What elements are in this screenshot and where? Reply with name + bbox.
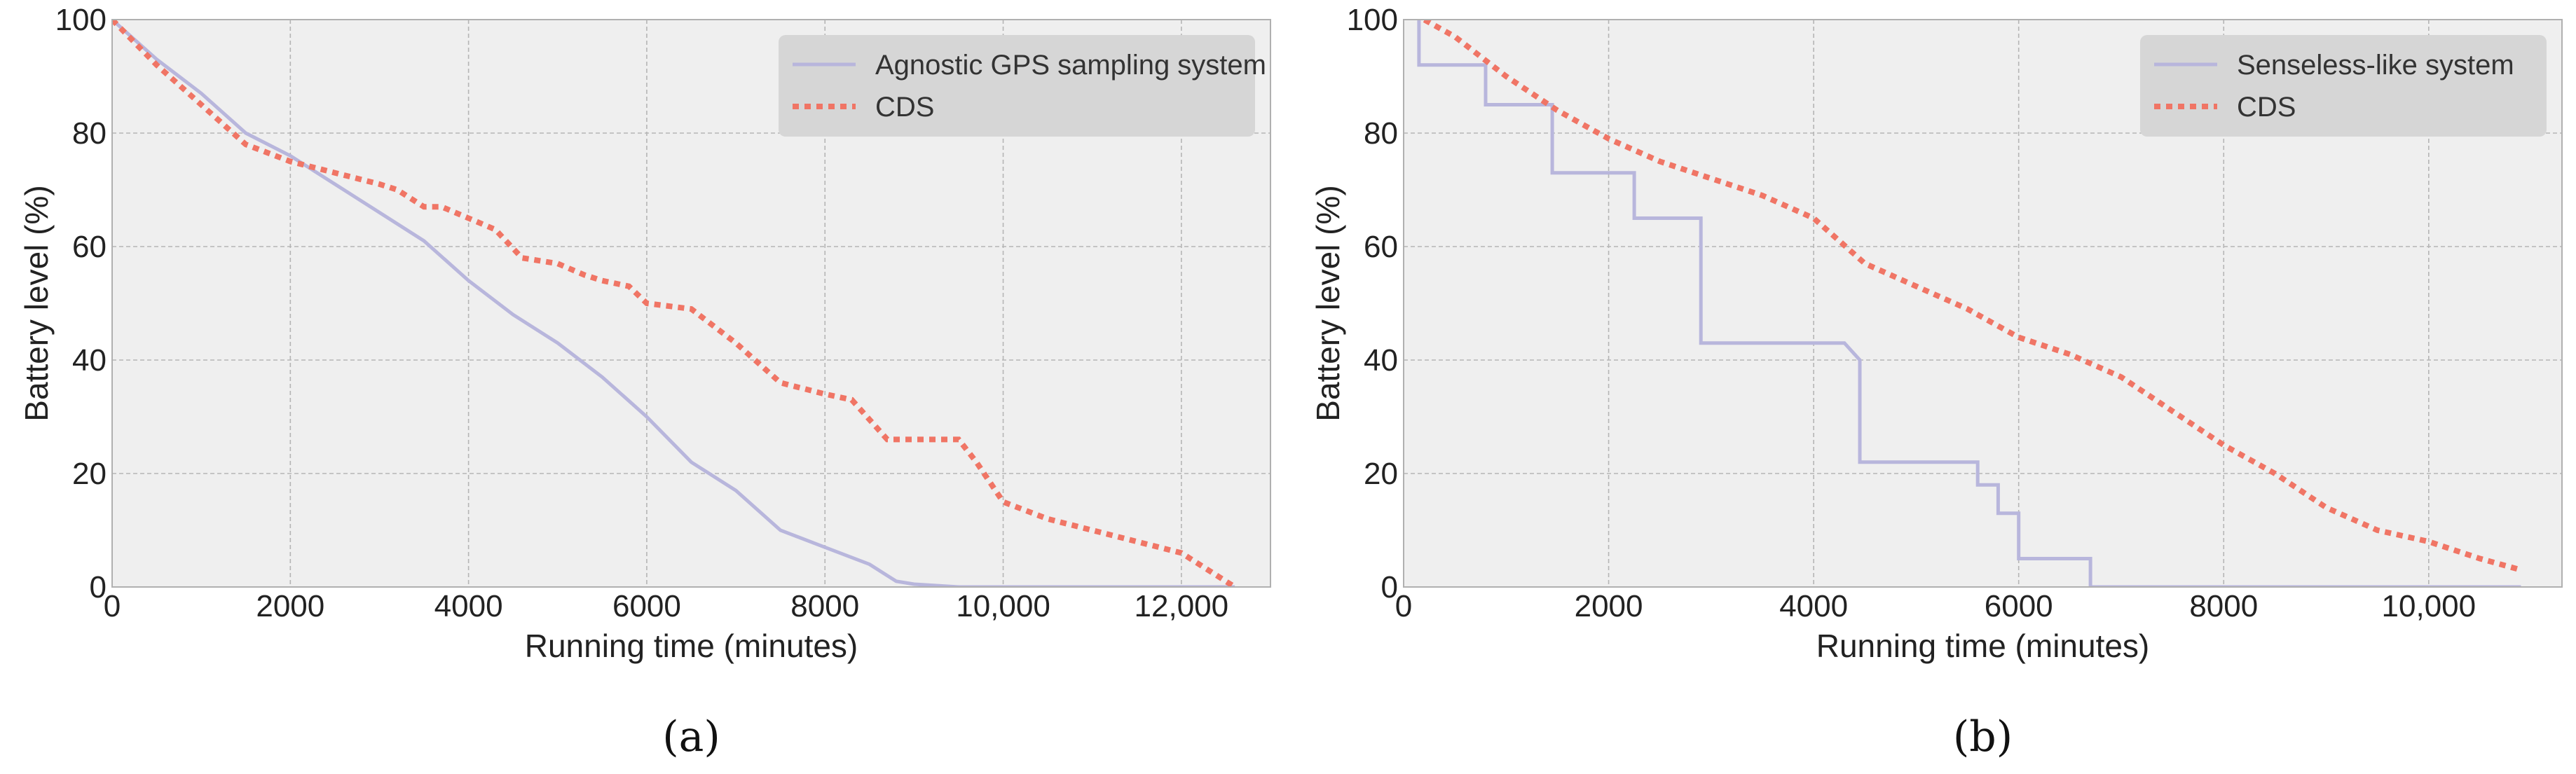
- y-tick-label: 40: [1364, 343, 1398, 378]
- x-tick-label: 10,000: [956, 589, 1050, 623]
- y-tick-label: 60: [1364, 230, 1398, 264]
- x-tick-label: 6000: [1985, 589, 2053, 623]
- panel-b-chart: 0 20 40 60 80 100 0 2000 4000 6000 8000 10,000 Runni…: [1310, 3, 2563, 761]
- legend-box: [779, 35, 1255, 137]
- legend-b: Senseless-like system CDS: [2140, 35, 2547, 137]
- y-tick-label: 0: [90, 570, 107, 604]
- x-tick-label: 0: [104, 589, 121, 623]
- y-tick-label: 20: [1364, 457, 1398, 491]
- x-tick-label: 6000: [612, 589, 681, 623]
- y-tick-label: 60: [72, 230, 107, 264]
- legend-label: Agnostic GPS sampling system: [875, 50, 1266, 81]
- y-tick-label: 20: [72, 457, 107, 491]
- series-group-a: [112, 20, 1237, 587]
- plot-frame-b: [1403, 19, 2563, 588]
- plot-frame-a: [111, 19, 1271, 588]
- x-tick-label: 2000: [256, 589, 324, 623]
- series-group-b: [1417, 20, 2522, 587]
- legend-label: CDS: [875, 92, 934, 123]
- legend-label: CDS: [2237, 92, 2296, 123]
- y-tick-label: 40: [72, 343, 107, 378]
- legend-label: Senseless-like system: [2237, 50, 2514, 81]
- panel-caption: (a): [662, 712, 720, 761]
- x-tick-label: 8000: [2189, 589, 2258, 623]
- panel-a-chart: 0 20 40 60 80 100 0 2000 4000 6000 8000 10,000 12,00…: [18, 3, 1271, 761]
- legend-box: [2140, 35, 2547, 137]
- y-tick-label: 100: [1347, 3, 1398, 37]
- y-tick-label: 100: [55, 3, 107, 37]
- y-tick-label: 80: [72, 116, 107, 151]
- x-axis-label: Running time (minutes): [525, 628, 858, 664]
- y-axis-label: Battery level (%): [1310, 185, 1346, 421]
- x-tick-label: 8000: [790, 589, 859, 623]
- series-line-a-cds: [112, 20, 1237, 587]
- series-line-b-cds: [1418, 20, 2522, 573]
- legend-a: Agnostic GPS sampling system CDS: [779, 35, 1266, 137]
- y-tick-label: 80: [1364, 116, 1398, 151]
- x-tick-label: 4000: [434, 589, 503, 623]
- series-line-b-system: [1417, 20, 2521, 587]
- x-tick-label: 0: [1395, 589, 1412, 623]
- x-tick-label: 12,000: [1135, 589, 1229, 623]
- y-axis-label: Battery level (%): [18, 185, 55, 421]
- x-axis-label: Running time (minutes): [1816, 628, 2150, 664]
- x-tick-label: 2000: [1575, 589, 1643, 623]
- x-tick-label: 4000: [1779, 589, 1848, 623]
- y-tick-label: 0: [1381, 570, 1398, 604]
- panel-caption: (b): [1953, 712, 2013, 761]
- x-tick-label: 10,000: [2382, 589, 2476, 623]
- series-line-a-system: [112, 20, 1235, 587]
